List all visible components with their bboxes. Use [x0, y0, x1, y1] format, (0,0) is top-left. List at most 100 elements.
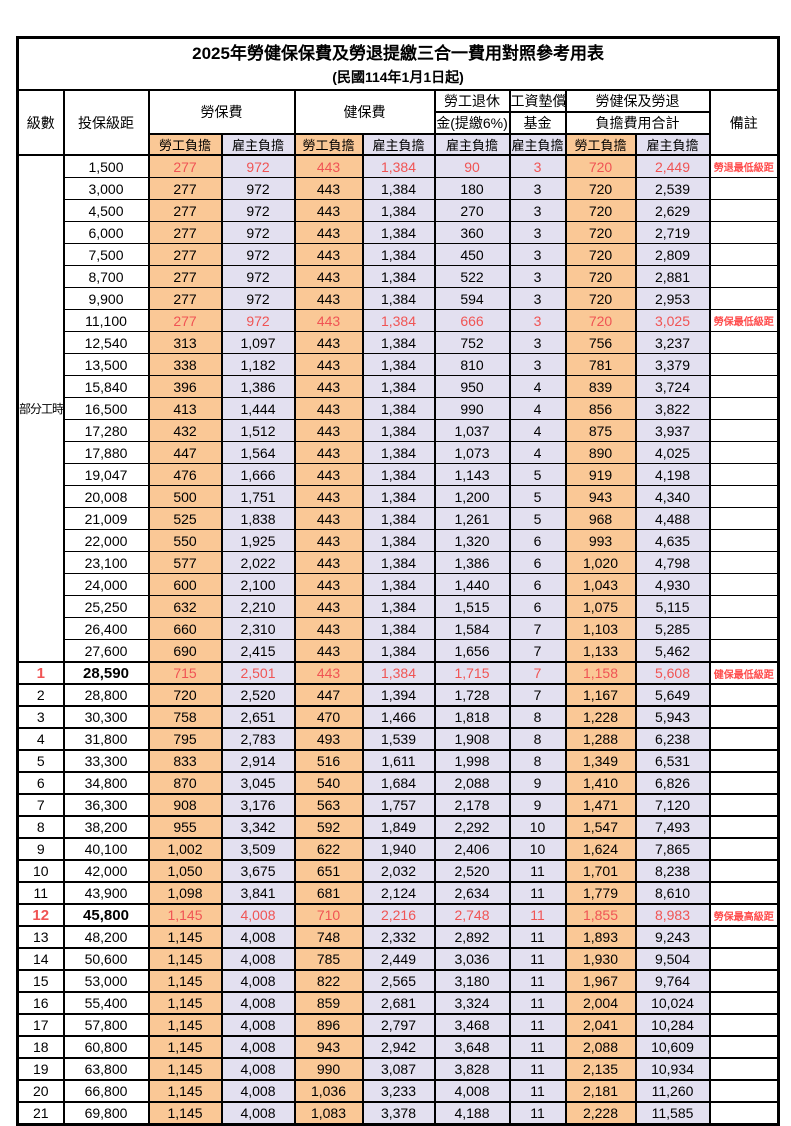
health-employee-cell: 443	[293, 331, 364, 354]
labor-employer-cell: 2,501	[220, 661, 296, 685]
total-employee-cell: 1,855	[564, 903, 637, 927]
total-employee-cell: 890	[564, 441, 637, 464]
table-row: 17,280 432 1,512 443 1,384 1,037 4 875 3,937	[18, 419, 780, 442]
labor-employer-cell: 3,176	[220, 793, 296, 817]
wage-fund-employer-cell: 6	[508, 595, 567, 618]
total-employer-cell: 2,719	[634, 221, 711, 244]
health-employer-cell: 2,797	[361, 1013, 436, 1037]
table-row: 20,008 500 1,751 443 1,384 1,200 5 943 4,340	[18, 485, 780, 508]
health-employee-cell: 443	[293, 441, 364, 464]
labor-employee-cell: 720	[147, 683, 223, 707]
remark-cell	[708, 639, 780, 663]
pension-employer-cell: 1,320	[433, 529, 511, 552]
total-employer-cell: 2,953	[634, 287, 711, 310]
total-employer-cell: 10,024	[634, 991, 711, 1015]
table-row: 13,500 338 1,182 443 1,384 810 3 781 3,379	[18, 353, 780, 376]
total-employer-cell: 9,764	[634, 969, 711, 993]
labor-employer-cell: 4,008	[220, 947, 296, 971]
pension-employer-cell: 2,178	[433, 793, 511, 817]
bracket-cell: 63,800	[62, 1057, 150, 1081]
health-employer-cell: 1,384	[361, 309, 436, 332]
level-cell: 2	[16, 683, 65, 707]
health-employer-cell: 1,384	[361, 243, 436, 266]
wage-fund-employer-cell: 11	[508, 969, 567, 993]
labor-employer-cell: 3,342	[220, 815, 296, 839]
labor-employer-cell: 1,182	[220, 353, 296, 376]
total-employer-cell: 3,937	[634, 419, 711, 442]
total-employer-cell: 3,025	[634, 309, 711, 332]
wage-fund-employer-cell: 3	[508, 353, 567, 376]
health-employee-cell: 443	[293, 397, 364, 420]
level-cell: 11	[16, 881, 65, 905]
wage-fund-employer-cell: 9	[508, 793, 567, 817]
labor-employer-cell: 972	[220, 221, 296, 244]
wage-fund-employer-cell: 11	[508, 1057, 567, 1081]
wage-fund-employer-cell: 11	[508, 991, 567, 1015]
wage-fund-employer-cell: 3	[508, 154, 567, 178]
table-row: 15 53,000 1,145 4,008 822 2,565 3,180 11 1,967 9,…	[16, 969, 780, 993]
bracket-cell: 4,500	[62, 199, 150, 222]
health-employee-cell: 1,083	[293, 1101, 364, 1126]
remark-cell	[708, 265, 780, 288]
remark-cell	[708, 199, 780, 222]
total-employee-cell: 720	[564, 309, 637, 332]
bracket-cell: 60,800	[62, 1035, 150, 1059]
labor-employer-cell: 972	[220, 265, 296, 288]
total-employee-cell: 720	[564, 265, 637, 288]
health-employer-cell: 1,940	[361, 837, 436, 861]
pension-employer-cell: 990	[433, 397, 511, 420]
total-employee-cell: 968	[564, 507, 637, 530]
labor-employee-cell: 1,145	[147, 1079, 223, 1103]
total-employee-cell: 919	[564, 463, 637, 486]
labor-employee-cell: 1,098	[147, 881, 223, 905]
subheader-health-employer: 雇主負擔	[361, 133, 436, 156]
wage-fund-employer-cell: 7	[508, 661, 567, 685]
remark-cell	[708, 991, 780, 1015]
remark-cell	[708, 815, 780, 839]
total-employer-cell: 7,120	[634, 793, 711, 817]
health-employee-cell: 1,036	[293, 1079, 364, 1103]
labor-employer-cell: 4,008	[220, 1079, 296, 1103]
remark-cell	[708, 771, 780, 795]
labor-employer-cell: 4,008	[220, 1101, 296, 1126]
pension-employer-cell: 1,515	[433, 595, 511, 618]
premium-table: 2025年勞健保保費及勞退提繳三合一費用對照參考用表 (民國114年1月1日起)…	[16, 36, 781, 1126]
labor-employee-cell: 277	[147, 221, 223, 244]
header-row-1: 級數 投保級距 勞保費 健保費 勞工退休 工資墊償 勞健保及勞退 備註	[16, 89, 780, 156]
labor-employee-cell: 715	[147, 661, 223, 685]
pension-employer-cell: 1,200	[433, 485, 511, 508]
wage-fund-employer-cell: 11	[508, 1013, 567, 1037]
table-row: 10 42,000 1,050 3,675 651 2,032 2,520 11 1,701 8,…	[16, 859, 780, 883]
labor-employee-cell: 432	[147, 419, 223, 442]
bracket-cell: 15,840	[62, 375, 150, 398]
col-group-total-line1: 勞健保及勞退	[564, 89, 711, 113]
wage-fund-employer-cell: 4	[508, 375, 567, 398]
table-row: 4 31,800 795 2,783 493 1,539 1,908 8 1,288 6,238	[16, 727, 780, 751]
labor-employee-cell: 1,145	[147, 947, 223, 971]
health-employee-cell: 443	[293, 661, 364, 685]
pension-employer-cell: 594	[433, 287, 511, 310]
labor-employee-cell: 600	[147, 573, 223, 596]
health-employee-cell: 443	[293, 375, 364, 398]
table-row: 6,000 277 972 443 1,384 360 3 720 2,719	[18, 221, 780, 244]
pension-employer-cell: 2,088	[433, 771, 511, 795]
health-employer-cell: 1,384	[361, 287, 436, 310]
total-employee-cell: 1,158	[564, 661, 637, 685]
pension-employer-cell: 1,998	[433, 749, 511, 773]
total-employee-cell: 1,893	[564, 925, 637, 949]
total-employee-cell: 1,930	[564, 947, 637, 971]
health-employee-cell: 943	[293, 1035, 364, 1059]
level-cell: 8	[16, 815, 65, 839]
health-employee-cell: 443	[293, 353, 364, 376]
labor-employer-cell: 2,520	[220, 683, 296, 707]
health-employee-cell: 443	[293, 573, 364, 596]
health-employee-cell: 710	[293, 903, 364, 927]
pension-employer-cell: 1,656	[433, 639, 511, 663]
health-employer-cell: 1,394	[361, 683, 436, 707]
pension-employer-cell: 1,440	[433, 573, 511, 596]
health-employee-cell: 859	[293, 991, 364, 1015]
health-employer-cell: 1,384	[361, 397, 436, 420]
bracket-cell: 13,500	[62, 353, 150, 376]
remark-cell	[708, 595, 780, 618]
total-employee-cell: 1,075	[564, 595, 637, 618]
